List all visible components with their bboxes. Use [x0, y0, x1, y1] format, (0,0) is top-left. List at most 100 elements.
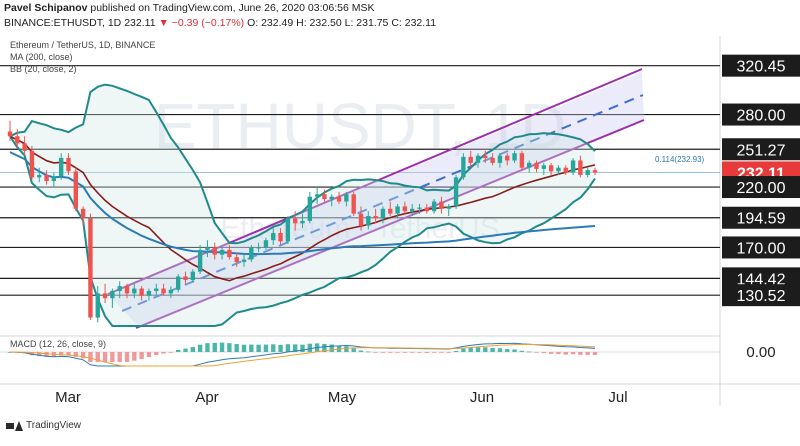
- candle: [439, 196, 444, 214]
- candle-body: [446, 206, 451, 209]
- macd-bar: [307, 343, 313, 352]
- macd-bar: [161, 352, 166, 354]
- candle: [278, 228, 283, 246]
- macd-bar: [483, 347, 488, 352]
- macd-bar: [519, 350, 525, 352]
- macd-bar: [219, 342, 225, 352]
- candle: [161, 283, 166, 296]
- candle: [51, 172, 57, 188]
- macd-bar: [88, 352, 93, 362]
- close-value: C: 232.11: [391, 17, 437, 29]
- candle-body: [44, 174, 49, 181]
- candle: [22, 136, 27, 156]
- macd-bar: [578, 352, 583, 355]
- macd-bar: [234, 344, 239, 352]
- macd-bar: [102, 352, 108, 362]
- candle-body: [314, 194, 320, 197]
- candle-body: [219, 249, 225, 255]
- candle-body: [548, 165, 554, 172]
- macd-bar: [585, 352, 590, 355]
- candle-body: [322, 194, 327, 200]
- candle-body: [336, 196, 342, 202]
- candle: [66, 153, 71, 175]
- brand-name: TradingView: [26, 420, 82, 431]
- macd-bar: [44, 352, 49, 357]
- macd-bar: [132, 352, 137, 361]
- candle-body: [402, 206, 408, 212]
- candle-body: [234, 257, 239, 262]
- macd-bar: [468, 347, 473, 352]
- macd-bar: [541, 352, 547, 354]
- candle: [497, 153, 503, 168]
- candle: [175, 274, 181, 293]
- candle-body: [344, 194, 349, 202]
- macd-bar: [534, 352, 539, 353]
- candle: [58, 153, 64, 180]
- candle: [483, 150, 488, 163]
- candle-body: [227, 249, 232, 258]
- candle: [453, 174, 459, 209]
- candle-body: [73, 171, 79, 209]
- time-axis-label: Jun: [470, 389, 494, 406]
- candle-body: [431, 201, 437, 212]
- candle: [534, 160, 539, 173]
- macd-bar: [292, 344, 298, 352]
- chart-area[interactable]: ETHUSDT, 1D Ethereum / TetherUS 320.45 28…: [0, 36, 800, 441]
- candle: [526, 160, 532, 173]
- candle-body: [351, 194, 356, 214]
- candle-body: [161, 288, 166, 294]
- macd-bar: [175, 349, 181, 352]
- macd-bar: [263, 344, 269, 352]
- macd-bar: [205, 343, 210, 352]
- candle-body: [278, 232, 283, 242]
- candle: [344, 191, 349, 207]
- candle: [475, 153, 481, 168]
- macd-bar: [256, 344, 261, 352]
- candle-body: [453, 177, 459, 207]
- tradingview-logo[interactable]: TradingView: [6, 420, 81, 431]
- macd-bar: [73, 352, 79, 357]
- bb-upper: [9, 83, 596, 245]
- candle-body: [395, 206, 400, 214]
- candle: [154, 283, 159, 296]
- channel-fill: [108, 72, 644, 328]
- candle: [15, 129, 20, 149]
- candle-body: [205, 247, 210, 250]
- candle: [124, 283, 130, 299]
- candle: [351, 191, 356, 217]
- candle: [417, 203, 422, 214]
- macd-bar: [344, 346, 349, 352]
- price-chart[interactable]: ETHUSDT, 1D Ethereum / TetherUS 320.4528…: [0, 36, 800, 441]
- publisher-info: published on TradingView.com, June 26, 2…: [90, 2, 375, 14]
- macd-bar: [439, 352, 444, 353]
- candle-body: [154, 288, 159, 291]
- macd-bar: [490, 347, 495, 352]
- macd-line: [9, 342, 596, 367]
- macd-bar: [563, 352, 568, 355]
- candle-body: [541, 165, 547, 169]
- candle-body: [241, 259, 247, 262]
- macd-bar: [58, 352, 64, 356]
- candle: [197, 245, 203, 275]
- candle-body: [570, 160, 576, 173]
- candle: [37, 167, 42, 183]
- candle: [285, 216, 291, 244]
- channel-lower: [135, 119, 645, 329]
- macd-bar: [110, 352, 115, 362]
- candle: [468, 150, 473, 168]
- candle: [322, 189, 327, 202]
- macd-bar: [424, 352, 430, 354]
- macd-bar: [278, 344, 283, 352]
- level-label: 320.45: [737, 59, 786, 76]
- publisher-line: Pavel Schipanov published on TradingView…: [4, 2, 374, 14]
- macd-bar: [409, 352, 415, 353]
- candle-body: [146, 290, 152, 296]
- candle-body: [263, 240, 269, 248]
- candle: [380, 206, 386, 224]
- chart-header: Pavel Schipanov published on TradingView…: [0, 0, 800, 36]
- macd-bar: [431, 352, 437, 353]
- time-axis-label: Jul: [608, 389, 627, 406]
- candle-body: [190, 271, 196, 281]
- candle-body: [380, 208, 386, 219]
- candle: [73, 167, 79, 212]
